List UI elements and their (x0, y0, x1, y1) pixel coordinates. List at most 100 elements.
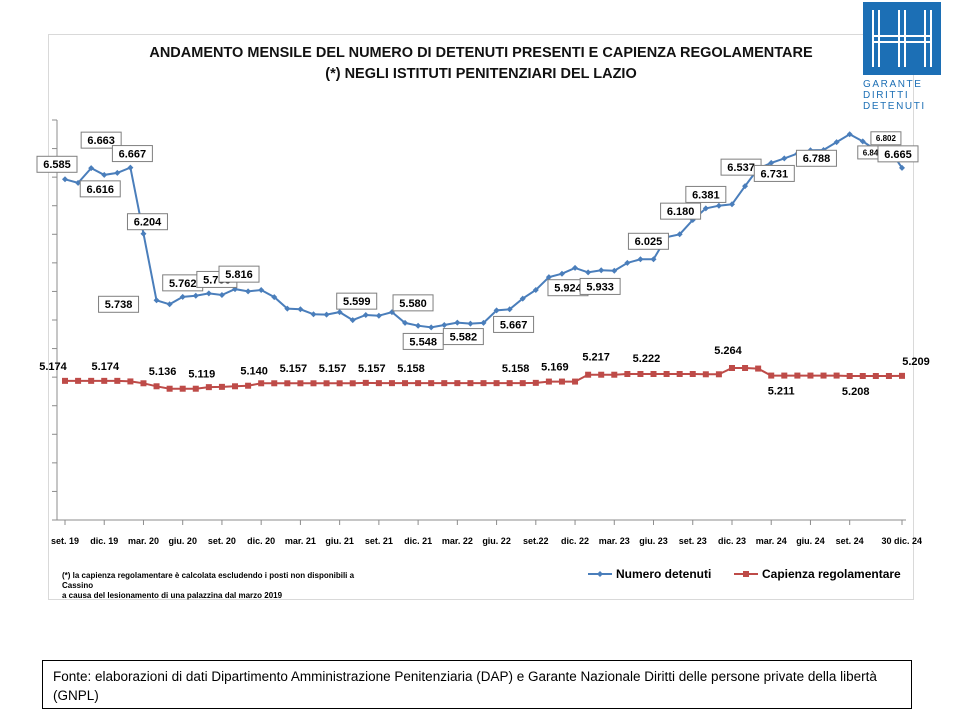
legend-marker (743, 571, 749, 577)
data-point (598, 371, 605, 378)
data-point (153, 297, 160, 304)
data-label: 6.845 (863, 148, 884, 157)
data-point (114, 377, 121, 384)
legend-label: Capienza regolamentare (762, 567, 901, 581)
data-point (637, 256, 644, 263)
data-label: 5.169 (541, 362, 569, 374)
logo-text-detenuti: DETENUTI (863, 101, 926, 112)
data-label: 5.174 (92, 361, 120, 373)
data-point (781, 372, 788, 379)
data-label-box (579, 277, 621, 295)
data-point (284, 380, 291, 387)
data-point (702, 371, 709, 378)
data-point (728, 201, 735, 208)
data-point (114, 169, 121, 176)
data-label-box (336, 292, 378, 310)
data-point (245, 382, 252, 389)
data-point (624, 371, 631, 377)
data-point (676, 231, 683, 238)
x-tick-label: giu. 20 (168, 536, 197, 546)
data-label-box (218, 265, 260, 283)
data-point (349, 317, 356, 324)
footnote-line1: (*) la capienza regolamentare è calcolat… (62, 571, 355, 590)
data-point (62, 176, 68, 183)
data-label-box (795, 149, 837, 167)
data-point (101, 377, 108, 384)
data-label: 5.264 (714, 345, 742, 357)
data-point (62, 377, 68, 384)
data-point (245, 288, 252, 295)
data-point (794, 372, 801, 379)
data-point (846, 373, 853, 379)
data-point (611, 371, 618, 378)
data-point (297, 306, 304, 313)
data-point (715, 371, 722, 378)
source-note: Fonte: elaborazioni di dati Dipartimento… (42, 660, 912, 709)
data-label: 5.119 (188, 369, 215, 381)
data-point (519, 295, 526, 302)
data-point (349, 380, 356, 387)
data-point (572, 264, 579, 271)
data-point (205, 290, 212, 297)
data-point (284, 305, 291, 312)
data-label: 6.025 (635, 236, 663, 248)
data-label: 5.933 (586, 281, 614, 293)
x-tick-label: mar. 20 (128, 536, 159, 546)
data-label: 5.222 (633, 353, 661, 365)
data-label-box (660, 202, 702, 220)
data-point (899, 372, 905, 379)
x-tick-label: set. 21 (365, 536, 393, 546)
data-label: 6.616 (86, 184, 114, 196)
data-label: 5.209 (902, 356, 930, 368)
data-point (493, 307, 500, 314)
data-label: 5.548 (409, 336, 437, 348)
data-point (192, 385, 199, 392)
data-point (258, 287, 265, 293)
data-point (179, 293, 186, 300)
x-tick-label: set. 20 (208, 536, 236, 546)
data-point (833, 139, 840, 146)
data-point (859, 138, 866, 145)
data-point (323, 380, 330, 387)
data-point (205, 384, 212, 391)
data-label: 5.738 (105, 299, 133, 311)
data-label: 6.665 (884, 149, 912, 161)
data-point (506, 380, 513, 387)
data-point (441, 322, 448, 328)
logo-emblem-icon (863, 2, 941, 75)
data-point (598, 267, 605, 274)
garante-logo: GARANTE DIRITTI DETENUTI (863, 2, 941, 112)
chart-title-line2: (*) NEGLI ISTITUTI PENITENZIARI DEL LAZI… (325, 66, 637, 82)
data-point (140, 380, 147, 387)
data-label-box (126, 213, 168, 231)
data-point (755, 365, 762, 372)
data-point (336, 380, 343, 387)
data-point (166, 385, 173, 392)
data-label: 6.381 (692, 189, 720, 201)
chart-axes (52, 119, 906, 525)
data-point (676, 371, 683, 377)
data-label: 5.158 (502, 363, 530, 375)
data-point (179, 385, 186, 392)
data-label: 5.208 (842, 386, 870, 398)
data-label-box (870, 131, 902, 146)
data-label: 6.802 (876, 134, 897, 143)
chart-legend: Numero detenuti Capienza regolamentare (588, 567, 901, 581)
data-label: 6.180 (667, 206, 695, 218)
data-point (820, 372, 827, 379)
data-point (572, 378, 579, 385)
x-tick-label: dic. 21 (404, 536, 432, 546)
data-point (454, 380, 461, 387)
data-point (585, 371, 592, 378)
data-label: 5.599 (343, 296, 371, 308)
data-point (388, 380, 395, 387)
data-label-box (79, 180, 121, 198)
data-point (859, 373, 866, 379)
data-label-box (877, 145, 919, 163)
data-point (650, 371, 657, 377)
data-point (480, 380, 487, 387)
data-point (558, 378, 565, 385)
data-label: 5.816 (225, 269, 253, 281)
x-axis-tick-labels: set. 19 dic. 19 mar. 20 giu. 20 set. 20 dic. … (51, 536, 922, 546)
